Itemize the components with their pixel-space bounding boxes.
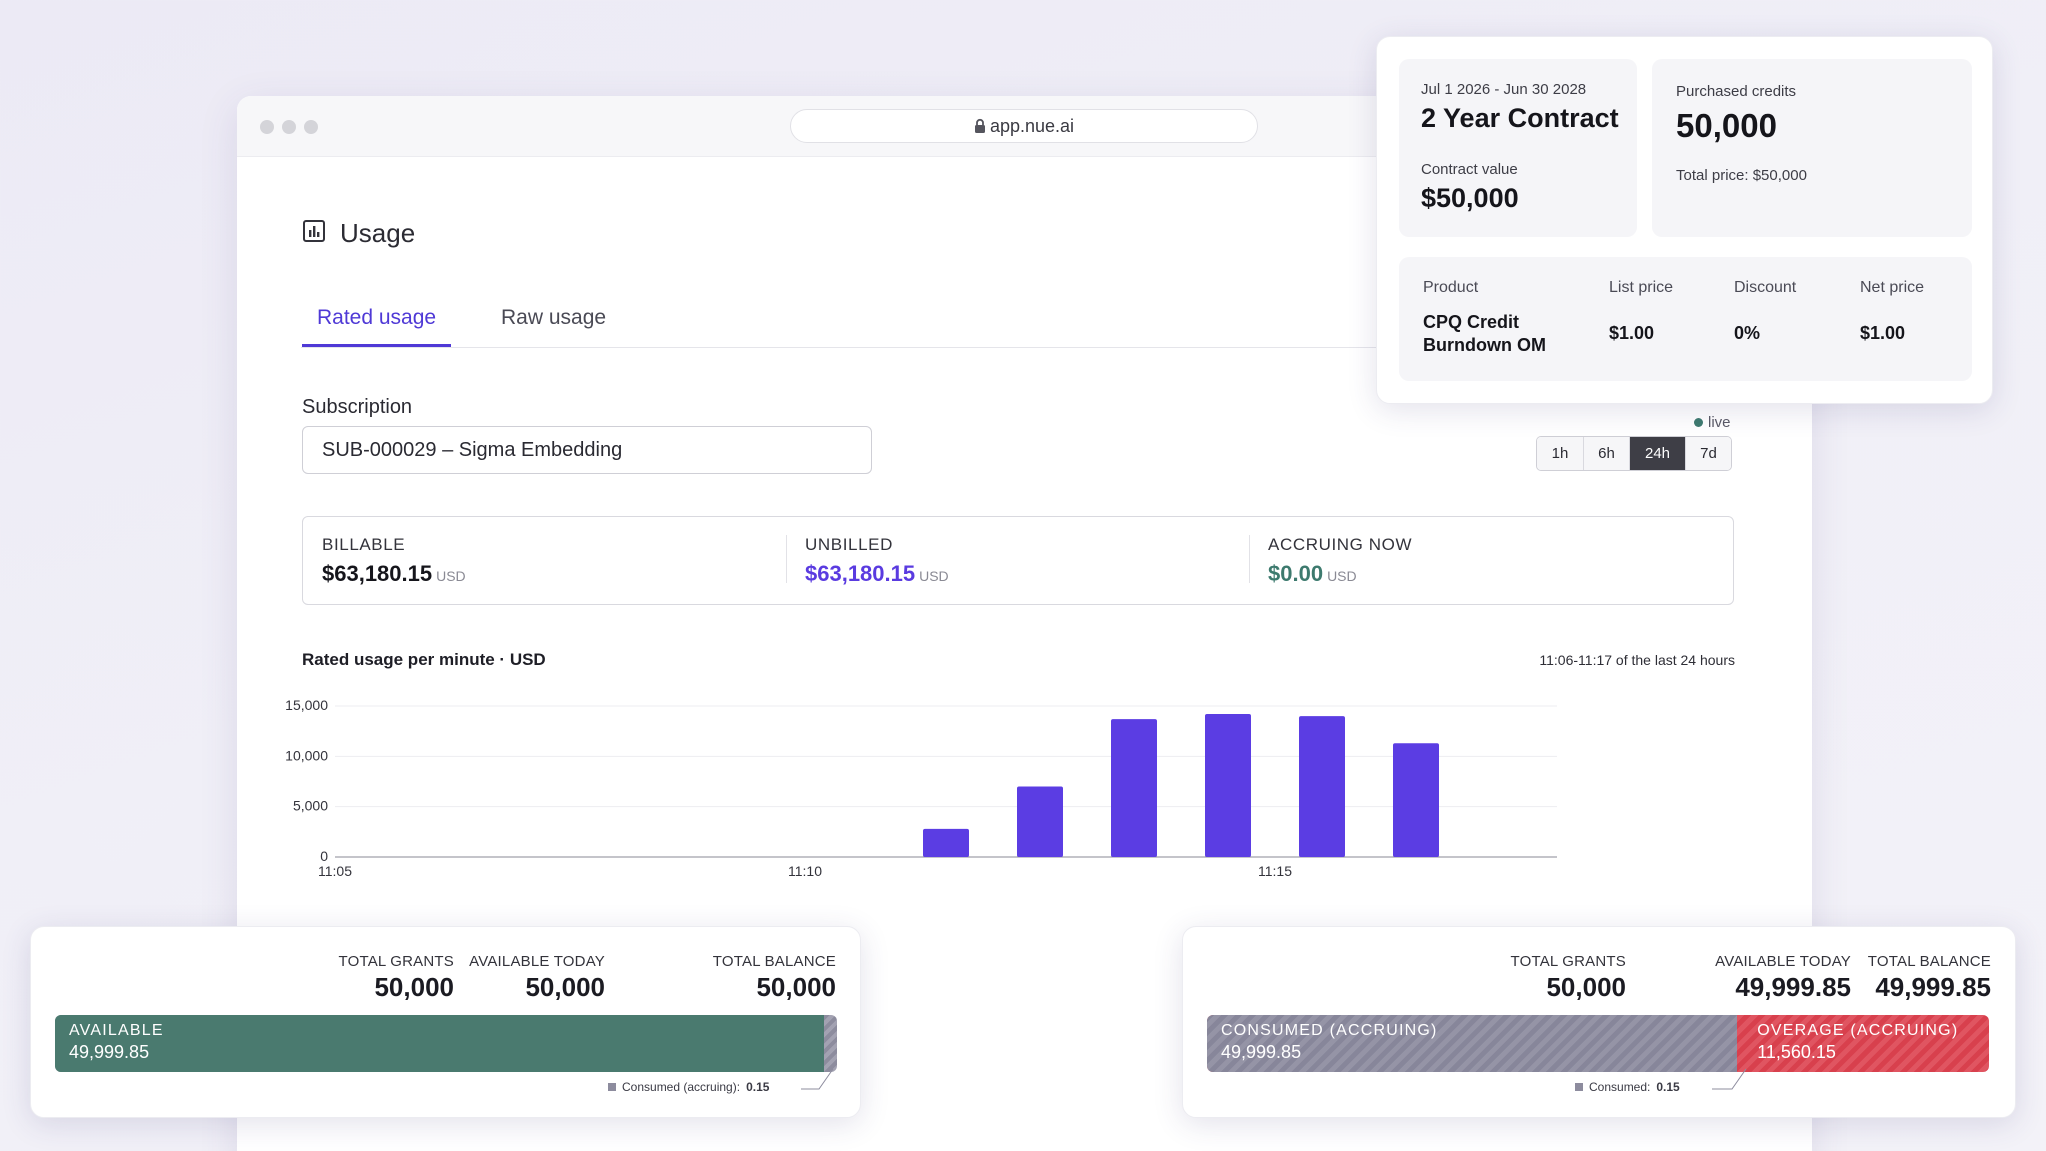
- consumed-label: CONSUMED (ACCRUING): [1221, 1022, 1438, 1039]
- subscription-label: Subscription: [302, 396, 413, 418]
- address-bar[interactable]: app.nue.ai: [790, 109, 1258, 143]
- product-table: Product List price Discount Net price CP…: [1399, 257, 1972, 381]
- contract-date-range: Jul 1 2026 - Jun 30 2028: [1421, 81, 1587, 98]
- lock-icon: [974, 118, 986, 134]
- summary-divider: [786, 535, 787, 583]
- total-balance-stat: TOTAL BALANCE 49,999.85: [1867, 953, 1991, 1002]
- tab-rated-usage[interactable]: Rated usage: [302, 306, 452, 347]
- list-price-header: List price: [1609, 279, 1674, 296]
- credits-summary: Purchased credits 50,000 Total price: $5…: [1652, 59, 1972, 237]
- available-today-stat: AVAILABLE TODAY 50,000: [469, 953, 605, 1002]
- net-price: $1.00: [1860, 323, 1906, 343]
- total-grants-stat: TOTAL GRANTS 50,000: [338, 953, 454, 1002]
- available-value: 49,999.85: [69, 1042, 150, 1062]
- contract-value: $50,000: [1421, 183, 1519, 213]
- consumed-value: 49,999.85: [1221, 1042, 1302, 1062]
- bar-chart-icon: [302, 219, 326, 248]
- total-price: Total price: $50,000: [1676, 167, 1807, 184]
- available-balance-bar: AVAILABLE 49,999.85: [55, 1015, 837, 1072]
- x-tick-label: 11:10: [788, 863, 822, 879]
- window-close-dot[interactable]: [260, 120, 274, 134]
- chart-title: Rated usage per minute · USD: [302, 650, 546, 669]
- product-header: Product: [1423, 279, 1479, 296]
- y-tick-label: 5,000: [293, 798, 328, 814]
- range-1h-button[interactable]: 1h: [1537, 437, 1583, 470]
- total-balance-stat: TOTAL BALANCE 50,000: [712, 953, 836, 1002]
- discount-header: Discount: [1734, 279, 1797, 296]
- consumed-footnote: Consumed: 0.15: [1575, 1080, 1680, 1094]
- page-header: Usage: [302, 218, 415, 249]
- summary-value: $63,180.15 USD: [322, 561, 466, 586]
- window-minimize-dot[interactable]: [282, 120, 296, 134]
- range-7d-button[interactable]: 7d: [1685, 437, 1731, 470]
- usage-bar: [1393, 743, 1439, 857]
- consumed-accruing-footnote: Consumed (accruing): 0.15: [608, 1080, 769, 1094]
- consumed-swatch-icon: [1575, 1083, 1583, 1091]
- total-grants-stat: TOTAL GRANTS 50,000: [1510, 953, 1626, 1002]
- overage-balance-bar: CONSUMED (ACCRUING) 49,999.85 OVERAGE (A…: [1207, 1015, 1989, 1072]
- live-dot-icon: [1694, 418, 1703, 427]
- y-tick-label: 15,000: [285, 697, 328, 713]
- usage-bar-chart: 0 5,000 10,000 15,000 11:05 11:10 11:15: [285, 697, 1557, 879]
- subscription-value: SUB-000029 – Sigma Embedding: [322, 438, 623, 461]
- chart-range-note: 11:06-11:17 of the last 24 hours: [1539, 652, 1735, 668]
- consumed-swatch-icon: [608, 1083, 616, 1091]
- contract-title: 2 Year Contract: [1421, 103, 1619, 133]
- connector-line: [801, 1068, 834, 1090]
- summary-accruing: ACCRUING NOW $0.00 USD: [1268, 535, 1412, 587]
- range-6h-button[interactable]: 6h: [1583, 437, 1629, 470]
- x-tick-label: 11:05: [318, 863, 352, 879]
- summary-label: UNBILLED: [805, 535, 893, 554]
- connector-line: [1712, 1068, 1747, 1090]
- overage-segment: OVERAGE (ACCRUING) 11,560.15: [1743, 1015, 1989, 1072]
- available-fill: [55, 1015, 824, 1072]
- credits-value: 50,000: [1676, 107, 1777, 144]
- usage-bar: [1017, 786, 1063, 857]
- tab-raw-usage[interactable]: Raw usage: [501, 306, 607, 329]
- summary-billable: BILLABLE $63,180.15 USD: [322, 535, 466, 587]
- credits-label: Purchased credits: [1676, 83, 1797, 100]
- summary-value: $0.00 USD: [1268, 561, 1357, 586]
- overage-value: 11,560.15: [1757, 1042, 1836, 1062]
- overage-label: OVERAGE (ACCRUING): [1757, 1022, 1959, 1039]
- contract-card: Jul 1 2026 - Jun 30 2028 2 Year Contract…: [1376, 36, 1993, 404]
- summary-divider: [1249, 535, 1250, 583]
- available-today-stat: AVAILABLE TODAY 49,999.85: [1715, 953, 1851, 1002]
- usage-tabs: Rated usage Raw usage: [301, 296, 1812, 348]
- subscription-select[interactable]: SUB-000029 – Sigma Embedding: [302, 426, 872, 474]
- balance-card-available: TOTAL GRANTS 50,000 AVAILABLE TODAY 50,0…: [30, 926, 861, 1118]
- summary-label: ACCRUING NOW: [1268, 535, 1413, 554]
- y-tick-label: 10,000: [285, 747, 328, 763]
- usage-bar: [1111, 719, 1157, 857]
- contract-value-label: Contract value: [1421, 161, 1518, 178]
- page-title: Usage: [340, 218, 416, 248]
- time-range-selector: 1h 6h 24h 7d: [1536, 436, 1732, 471]
- usage-summary: BILLABLE $63,180.15 USD UNBILLED $63,180.…: [302, 516, 1734, 605]
- range-24h-button[interactable]: 24h: [1629, 437, 1685, 470]
- product-name: CPQ Credit Burndown OM: [1423, 312, 1546, 355]
- window-maximize-dot[interactable]: [304, 120, 318, 134]
- live-indicator: live: [1694, 414, 1731, 431]
- x-tick-label: 11:15: [1258, 863, 1292, 879]
- consumed-fill: [1207, 1015, 1738, 1072]
- y-tick-label: 0: [320, 848, 328, 864]
- balance-card-overage: TOTAL GRANTS 50,000 AVAILABLE TODAY 49,9…: [1182, 926, 2016, 1118]
- available-label: AVAILABLE: [69, 1022, 164, 1039]
- url-text: app.nue.ai: [989, 115, 1075, 136]
- summary-value: $63,180.15 USD: [805, 561, 949, 586]
- net-price-header: Net price: [1860, 279, 1925, 296]
- contract-summary: Jul 1 2026 - Jun 30 2028 2 Year Contract…: [1399, 59, 1637, 237]
- usage-bar: [923, 828, 969, 857]
- discount: 0%: [1734, 323, 1761, 343]
- usage-bar: [1205, 714, 1251, 857]
- live-label: live: [1708, 414, 1731, 431]
- summary-unbilled: UNBILLED $63,180.15 USD: [805, 535, 949, 587]
- summary-label: BILLABLE: [322, 535, 406, 554]
- usage-bar: [1299, 716, 1345, 857]
- list-price: $1.00: [1609, 323, 1655, 343]
